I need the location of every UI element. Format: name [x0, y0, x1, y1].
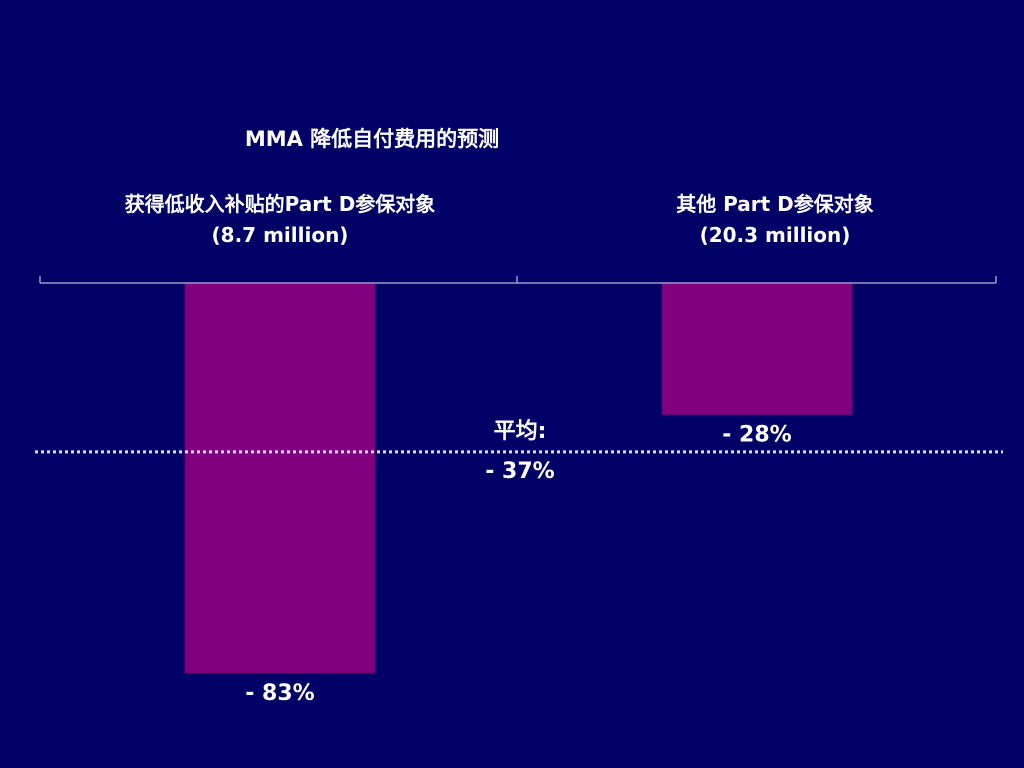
- category-label-right: 其他 Part D参保对象: [676, 192, 874, 216]
- average-label: 平均:: [494, 418, 547, 444]
- bar-value-label-1: - 28%: [722, 423, 791, 448]
- bars-group: - 83% - 28%: [184, 282, 853, 706]
- category-label-left: 获得低收入补贴的Part D参保对象: [125, 192, 436, 216]
- category-sublabel-right: (20.3 million): [700, 223, 851, 247]
- bar-1: [661, 282, 853, 416]
- category-sublabel-left: (8.7 million): [212, 223, 349, 247]
- bar-0: [184, 282, 376, 674]
- bar-value-label-0: - 83%: [245, 681, 314, 706]
- chart-title: MMA 降低自付费用的预测: [245, 127, 499, 151]
- average-value-label: - 37%: [485, 459, 554, 484]
